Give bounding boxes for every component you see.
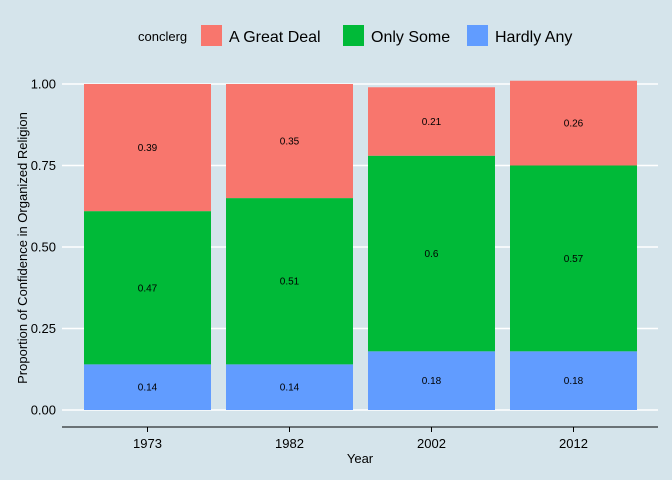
legend-key-hardly-any [467,25,488,46]
bar-hardly-any [84,364,211,410]
bar-only-some [510,165,637,352]
data-label: 0.18 [564,376,584,387]
data-label: 0.35 [280,137,300,148]
bar-a-great-deal [226,84,353,199]
bar-only-some [84,211,211,365]
data-label: 0.18 [422,376,442,387]
y-tick-label: 0.25 [31,321,56,336]
legend-label: A Great Deal [229,29,321,46]
legend-label: Hardly Any [495,29,572,46]
bar-only-some [368,155,495,352]
bar-only-some [226,198,353,365]
data-label: 0.14 [138,383,158,394]
y-tick-label: 0.50 [31,240,56,255]
x-tick-label: 1973 [133,436,162,451]
x-axis: 1973 1982 2002 2012 [62,426,658,451]
data-label: 0.26 [564,119,584,130]
legend-label: Only Some [371,29,450,46]
x-axis-title: Year [347,451,374,466]
legend-title: conclerg [138,29,187,44]
bar-hardly-any [368,351,495,410]
data-labels: 0.14 0.47 0.39 0.14 0.51 0.35 0.18 0.6 0.21 0.18 0… [138,117,584,394]
x-tick-label: 2002 [417,436,446,451]
x-tick-label: 1982 [275,436,304,451]
bars [84,80,637,410]
data-label: 0.39 [138,143,158,154]
data-label: 0.14 [280,383,300,394]
bar-a-great-deal [368,87,495,156]
legend-key-a-great-deal [201,25,222,46]
bar-hardly-any [510,351,637,410]
data-label: 0.21 [422,117,442,128]
legend: conclerg A Great Deal Only Some Hardly Any [138,25,572,46]
legend-key-only-some [343,25,364,46]
bar-hardly-any [226,364,353,410]
data-label: 0.51 [280,277,300,288]
bar-a-great-deal [510,80,637,166]
data-label: 0.57 [564,254,584,265]
y-tick-label: 0.75 [31,158,56,173]
data-label: 0.47 [138,283,158,294]
y-tick-label: 0.00 [31,403,56,418]
y-tick-label: 1.00 [31,77,56,92]
data-label: 0.6 [425,249,439,260]
bar-a-great-deal [84,84,211,212]
y-axis: 0.00 0.25 0.50 0.75 1.00 [31,77,56,418]
x-tick-label: 2012 [559,436,588,451]
y-axis-title: Proportion of Confidence in Organized Re… [15,112,30,384]
